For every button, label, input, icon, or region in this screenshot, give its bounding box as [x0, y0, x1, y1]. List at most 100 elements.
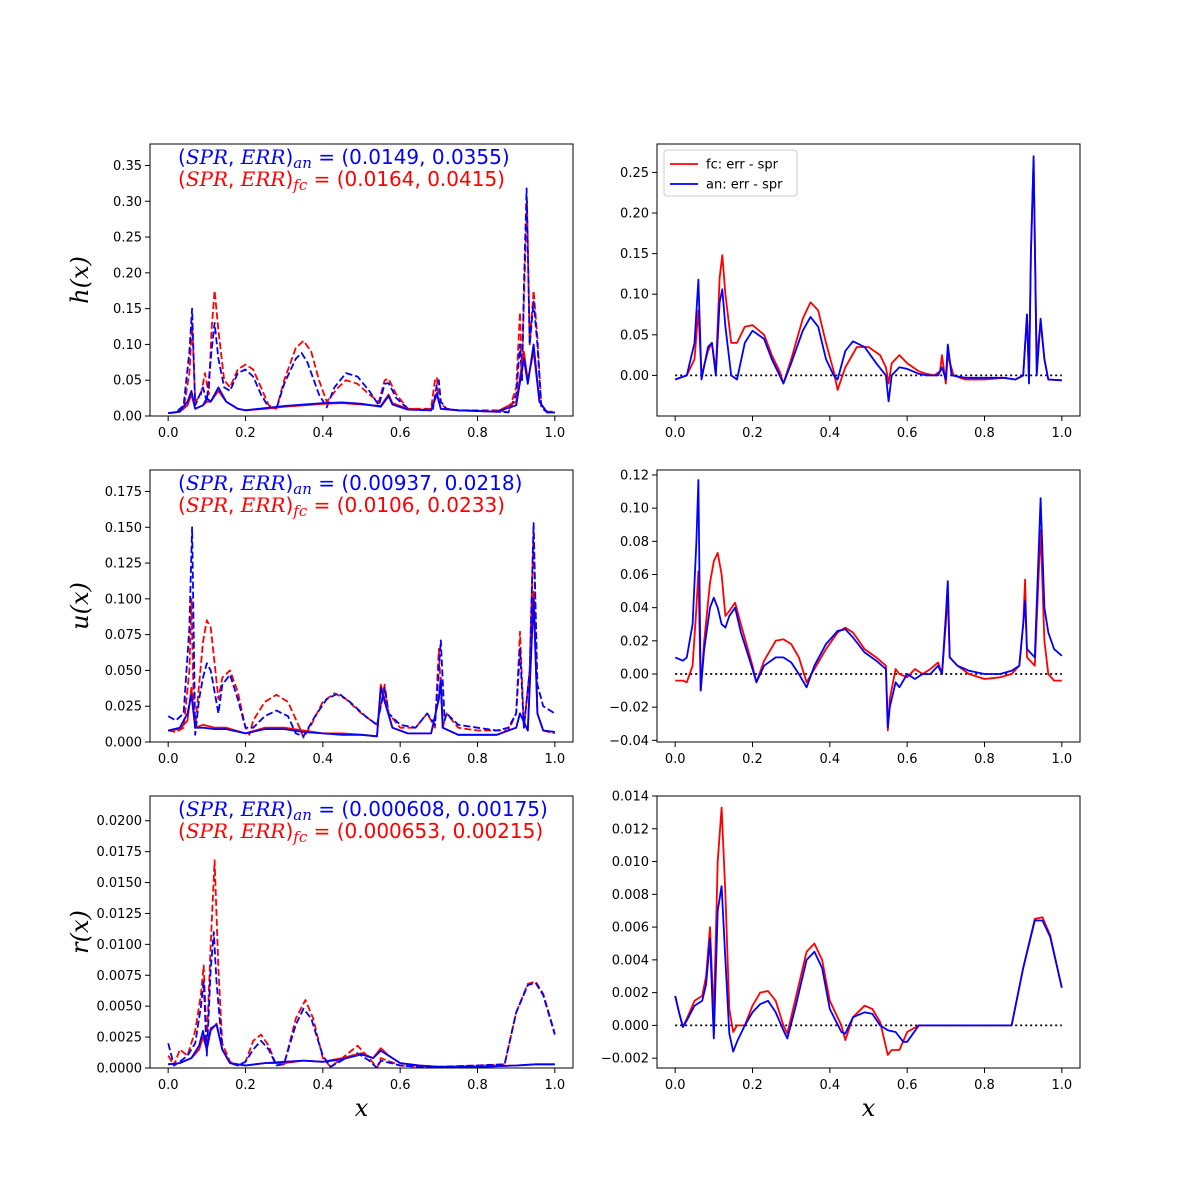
- series-line-an-dashed: [168, 187, 555, 414]
- x-axis-label: x: [355, 1094, 369, 1122]
- series-line-fc-dashed: [168, 529, 556, 739]
- y-tick-label: 0.04: [620, 601, 649, 616]
- y-tick-label: 0.0175: [97, 845, 143, 860]
- x-tick-label: 0.2: [235, 752, 256, 767]
- x-tick-label: 0.6: [390, 1078, 411, 1093]
- x-tick-label: 0.4: [819, 1078, 840, 1093]
- y-tick-label: 0.008: [612, 888, 649, 903]
- y-tick-label: 0.050: [105, 664, 142, 679]
- y-tick-label: 0.0200: [97, 814, 143, 829]
- series-line-an-solid: [167, 597, 555, 738]
- y-tick-label: 0.006: [612, 921, 649, 936]
- y-tick-label: −0.002: [601, 1052, 649, 1067]
- score-annotation-an: (SPR, ERR)an = (0.000608, 0.00175): [178, 797, 548, 824]
- y-tick-label: 0.10: [620, 288, 649, 303]
- y-tick-label: −0.02: [609, 701, 649, 716]
- x-tick-label: 0.0: [158, 426, 179, 441]
- x-tick-label: 0.4: [312, 752, 333, 767]
- y-tick-label: 0.06: [620, 568, 649, 583]
- chart-panel-r-main: 0.0 0.2 0.4 0.6 0.8 1.0 0.0000 0.0025 0.0050 0.00…: [66, 795, 574, 1122]
- y-tick-label: 0.012: [612, 822, 649, 837]
- x-tick-label: 0.6: [390, 752, 411, 767]
- series-group: [167, 522, 556, 739]
- x-tick-label: 0.2: [235, 426, 256, 441]
- x-tick-label: 0.6: [897, 752, 918, 767]
- score-annotation-an: (SPR, ERR)an = (0.0149, 0.0355): [178, 145, 510, 172]
- y-tick-label: 0.12: [620, 468, 649, 483]
- legend: fc: err - spr an: err - spr: [663, 149, 798, 197]
- x-tick-label: 0.8: [467, 1078, 488, 1093]
- y-tick-label: 0.002: [612, 986, 649, 1001]
- y-tick-label: 0.10: [113, 338, 142, 353]
- x-tick-label: 0.2: [742, 1078, 763, 1093]
- x-tick-label: 0.8: [974, 426, 995, 441]
- y-tick-label: 0.00: [620, 369, 649, 384]
- series-group: [674, 806, 1063, 1056]
- y-axis-label: h(x): [66, 256, 94, 304]
- x-tick-label: 0.4: [819, 752, 840, 767]
- score-annotation-an: (SPR, ERR)an = (0.00937, 0.0218): [178, 471, 522, 498]
- x-tick-label: 0.2: [742, 752, 763, 767]
- x-tick-label: 0.8: [974, 752, 995, 767]
- series-line-fc-dashed: [168, 200, 555, 414]
- x-tick-label: 0.0: [665, 752, 686, 767]
- y-tick-label: 0.125: [105, 557, 142, 572]
- x-tick-label: 0.0: [665, 1078, 686, 1093]
- chart-panel-u-diff: 0.0 0.2 0.4 0.6 0.8 1.0 −0.04 −0.02 0.00 0.02 0.04…: [609, 468, 1081, 767]
- y-tick-label: 0.025: [105, 700, 142, 715]
- y-tick-label: 0.15: [113, 302, 142, 317]
- y-tick-label: 0.0125: [97, 907, 143, 922]
- y-tick-label: 0.05: [620, 328, 649, 343]
- score-annotation-fc: (SPR, ERR)fc = (0.0106, 0.0233): [178, 493, 505, 520]
- chart-panel-h-main: 0.0 0.2 0.4 0.6 0.8 1.0 0.00 0.05 0.10 0.15 0.20 0.…: [66, 143, 574, 441]
- x-tick-label: 0.4: [312, 1078, 333, 1093]
- series-line-an-solid: [168, 343, 555, 414]
- x-tick-label: 1.0: [544, 1078, 565, 1093]
- y-tick-label: 0.08: [620, 535, 649, 550]
- x-tick-label: 1.0: [544, 426, 565, 441]
- series-line-an-dashed: [167, 522, 556, 738]
- x-tick-label: 0.0: [665, 426, 686, 441]
- y-tick-label: 0.014: [612, 790, 649, 805]
- y-tick-label: 0.02: [620, 634, 649, 649]
- series-group: [674, 155, 1062, 403]
- y-tick-label: 0.0050: [97, 1000, 143, 1015]
- y-tick-label: 0.175: [105, 485, 142, 500]
- y-tick-label: 0.0000: [97, 1062, 143, 1077]
- y-axis-label: r(x): [66, 910, 94, 954]
- y-tick-label: 0.20: [113, 266, 142, 281]
- y-tick-label: 0.075: [105, 628, 142, 643]
- chart-panel-u-main: 0.0 0.2 0.4 0.6 0.8 1.0 0.000 0.025 0.050 0.075 0.…: [66, 469, 574, 767]
- y-tick-label: 0.000: [612, 1019, 649, 1034]
- series-line-an-solid: [674, 155, 1062, 403]
- score-annotation-fc: (SPR, ERR)fc = (0.000653, 0.00215): [178, 819, 543, 846]
- x-tick-label: 0.6: [897, 426, 918, 441]
- y-tick-label: 0.10: [620, 502, 649, 517]
- series-group: [167, 859, 556, 1068]
- y-tick-label: 0.25: [620, 166, 649, 181]
- plot-frame: [149, 795, 574, 1069]
- y-tick-label: 0.30: [113, 195, 142, 210]
- plot-frame: [149, 469, 574, 743]
- y-tick-label: 0.004: [612, 953, 649, 968]
- series-line-an-solid: [674, 885, 1063, 1053]
- legend-label: fc: err - spr: [706, 158, 779, 173]
- y-tick-label: 0.000: [105, 736, 142, 751]
- chart-panel-h-diff: 0.0 0.2 0.4 0.6 0.8 1.0 0.00 0.05 0.10 0.15 0.20 0.…: [620, 143, 1081, 441]
- x-tick-label: 0.4: [819, 426, 840, 441]
- y-tick-label: 0.150: [105, 521, 142, 536]
- series-line-fc-solid: [675, 528, 1062, 732]
- y-tick-label: 0.05: [113, 374, 142, 389]
- x-tick-label: 0.0: [158, 752, 179, 767]
- x-axis-label: x: [862, 1094, 876, 1122]
- x-tick-label: 1.0: [1051, 1078, 1072, 1093]
- x-tick-label: 0.2: [742, 426, 763, 441]
- series-line-an-solid: [674, 479, 1063, 728]
- plot-frame: [149, 143, 574, 417]
- x-tick-label: 0.6: [390, 426, 411, 441]
- x-tick-label: 0.8: [467, 426, 488, 441]
- x-tick-label: 0.4: [312, 426, 333, 441]
- y-tick-label: 0.0025: [97, 1031, 143, 1046]
- x-tick-label: 0.0: [158, 1078, 179, 1093]
- y-tick-label: 0.35: [113, 159, 142, 174]
